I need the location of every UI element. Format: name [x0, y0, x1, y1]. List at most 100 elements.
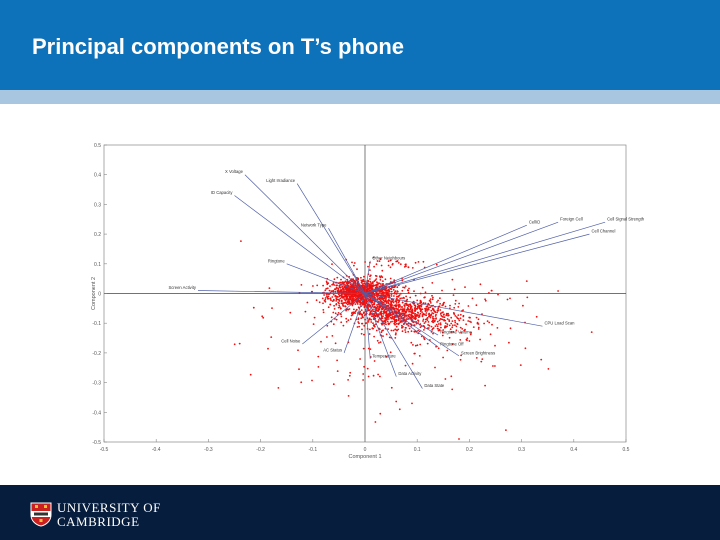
scatter-point	[404, 364, 407, 367]
scatter-point	[330, 299, 332, 302]
scatter-point	[396, 295, 398, 298]
scatter-point	[405, 314, 407, 317]
scatter-point	[458, 319, 461, 322]
scatter-point	[375, 263, 378, 266]
scatter-point	[442, 329, 445, 331]
scatter-point	[336, 359, 338, 362]
scatter-point	[333, 304, 335, 307]
scatter-point	[372, 256, 375, 259]
scatter-point	[395, 400, 398, 403]
scatter-point	[404, 310, 407, 313]
scatter-point	[345, 302, 348, 305]
scatter-point	[346, 293, 349, 295]
scatter-point	[346, 284, 349, 287]
scatter-point	[442, 356, 444, 359]
scatter-point	[430, 325, 433, 328]
scatter-point	[372, 327, 375, 330]
scatter-point	[363, 275, 365, 278]
scatter-point	[367, 375, 370, 378]
scatter-point	[379, 258, 382, 261]
scatter-point	[426, 310, 428, 312]
scatter-point	[335, 318, 338, 321]
scatter-point	[382, 299, 385, 302]
scatter-point	[378, 297, 381, 300]
scatter-point	[358, 313, 361, 316]
scatter-point	[298, 368, 300, 371]
scatter-point	[332, 282, 335, 284]
scatter-point	[414, 294, 417, 297]
scatter-point	[432, 319, 434, 322]
scatter-point	[441, 318, 444, 321]
scatter-point	[349, 283, 352, 286]
scatter-point	[374, 421, 377, 423]
scatter-point	[394, 328, 396, 331]
vector-label: Data State	[424, 383, 444, 388]
scatter-point	[385, 323, 387, 326]
scatter-point	[439, 318, 442, 320]
scatter-point	[369, 328, 371, 331]
scatter-point	[358, 325, 361, 328]
scatter-point	[424, 309, 427, 312]
scatter-point	[477, 326, 480, 329]
scatter-point	[372, 374, 375, 377]
scatter-point	[506, 298, 509, 301]
scatter-point	[446, 323, 449, 326]
scatter-point	[445, 312, 448, 315]
scatter-point	[337, 290, 340, 293]
scatter-point	[345, 301, 347, 303]
scatter-point	[446, 318, 449, 320]
scatter-point	[339, 297, 342, 300]
scatter-point	[394, 323, 396, 326]
scatter-point	[343, 302, 345, 304]
scatter-point	[377, 373, 379, 376]
scatter-point	[304, 310, 307, 313]
scatter-point	[408, 305, 410, 308]
scatter-point	[352, 298, 355, 301]
scatter-point	[354, 290, 356, 293]
scatter-point	[372, 292, 375, 295]
scatter-point	[437, 299, 439, 302]
scatter-point	[395, 302, 398, 304]
scatter-point	[322, 311, 325, 314]
scatter-point	[454, 299, 457, 302]
scatter-point	[394, 337, 397, 339]
scatter-point	[341, 296, 344, 299]
scatter-point	[313, 316, 316, 319]
scatter-point	[347, 298, 350, 301]
scatter-point	[345, 290, 348, 293]
scatter-point	[322, 309, 325, 311]
scatter-point	[300, 284, 303, 286]
scatter-point	[427, 308, 430, 311]
scatter-point	[509, 297, 511, 300]
scatter-point	[418, 305, 421, 308]
scatter-point	[359, 294, 361, 296]
scatter-point	[364, 261, 366, 263]
scatter-point	[419, 343, 422, 346]
scatter-point	[397, 322, 400, 325]
scatter-point	[399, 292, 402, 295]
scatter-point	[401, 330, 404, 333]
x-tick-label: 0	[364, 447, 367, 453]
scatter-point	[382, 315, 384, 317]
scatter-point	[343, 290, 345, 293]
scatter-point	[450, 375, 453, 378]
scatter-point	[361, 315, 364, 318]
scatter-point	[431, 298, 434, 301]
scatter-point	[369, 274, 372, 277]
scatter-point	[354, 299, 356, 301]
scatter-point	[337, 312, 340, 314]
scatter-point	[391, 262, 394, 265]
scatter-point	[376, 310, 378, 312]
scatter-point	[447, 314, 449, 317]
vector-label: Cell Signal Strength	[607, 217, 645, 222]
scatter-point	[344, 299, 347, 302]
scatter-point	[428, 324, 431, 327]
scatter-point	[423, 338, 426, 341]
scatter-point	[409, 307, 412, 310]
scatter-point	[348, 374, 351, 377]
scatter-point	[325, 280, 328, 283]
loading-vector	[364, 293, 423, 389]
scatter-point	[459, 358, 462, 361]
scatter-point	[340, 313, 342, 316]
loading-vector	[364, 260, 371, 294]
